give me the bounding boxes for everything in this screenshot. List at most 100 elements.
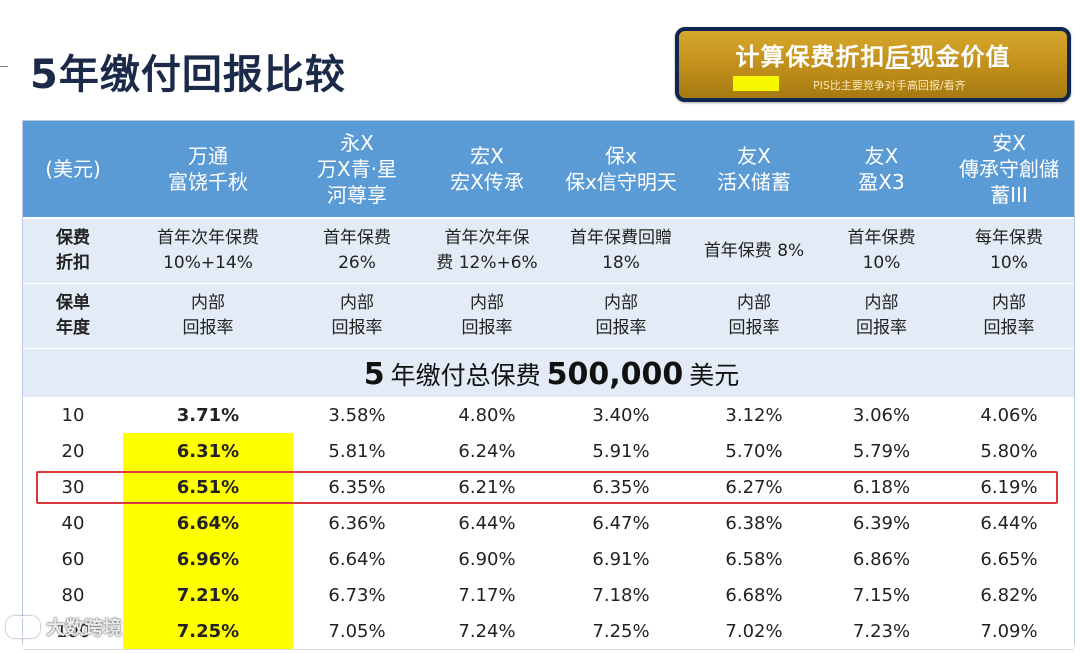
return-cell: 7.09%	[980, 620, 1038, 642]
return-cell: 3.58%	[328, 404, 386, 426]
column-header-line: 友X	[737, 144, 771, 168]
return-cell-highlighted: 6.51%	[123, 469, 293, 505]
return-cell: 7.02%	[725, 620, 783, 642]
table-row: 80 7.21% 6.73% 7.17% 7.18% 6.68% 7.15% 6.82%	[23, 577, 1074, 614]
table-row: 20 6.31% 5.81% 6.24% 5.91% 5.70% 5.79% 5.80%	[23, 433, 1074, 470]
policy-year-cell: 10	[61, 404, 85, 426]
column-header-line: 永X	[340, 131, 374, 155]
discount-cell-line: 每年保费	[975, 228, 1043, 248]
discount-cell: 首年保費回贈 18%	[553, 219, 689, 283]
discount-cell-line: 10%+14%	[163, 253, 253, 273]
policy-year-cell-line: 内部	[340, 293, 374, 313]
discount-row: 保费 折扣 首年次年保费 10%+14% 首年保费 26% 首年次年保费 12%+6% 首年保…	[23, 219, 1074, 284]
banner-title-part-c: 现金价值	[910, 43, 1011, 71]
table-row: 100 7.25% 7.05% 7.24% 7.25% 7.02% 7.23% 7.09%	[23, 613, 1074, 650]
banner-amount: 500,000	[546, 356, 684, 392]
column-header-line: (美元)	[45, 157, 101, 181]
discount-cell-line: 首年保费	[323, 228, 391, 248]
column-header-line: 宏X	[470, 144, 504, 168]
watermark-text: 大数跨境	[46, 617, 123, 639]
return-cell: 6.19%	[980, 476, 1038, 498]
discount-label: 保费 折扣	[23, 219, 123, 283]
column-header-line: 盈X3	[858, 170, 905, 194]
policy-year-label-line: 年度	[56, 318, 90, 338]
discount-cell: 首年次年保费 12%+6%	[421, 219, 553, 283]
return-cell: 6.39%	[852, 512, 911, 534]
policy-year-cell: 内部 回报率	[293, 284, 421, 348]
return-cell: 6.86%	[852, 548, 911, 570]
return-cell: 5.81%	[328, 440, 386, 462]
return-cell: 7.17%	[458, 584, 516, 606]
column-header-line: 保x	[605, 144, 637, 168]
policy-year-row: 保单 年度 内部 回报率 内部 回报率 内部 回报率 内部 回报率 内部 回报率 内部 回报率 内部 回报率	[23, 284, 1074, 349]
policy-year-cell: 内部 回报率	[689, 284, 819, 348]
discount-cell-line: 首年次年保费	[157, 228, 259, 248]
return-cell: 7.15%	[852, 584, 911, 606]
return-cell-highlighted: 3.71%	[176, 404, 240, 426]
discount-cell: 首年保费 26%	[293, 219, 421, 283]
policy-year-cell-line: 内部	[604, 293, 638, 313]
discount-cell: 首年保费 8%	[689, 219, 819, 283]
return-cell: 7.23%	[852, 620, 911, 642]
column-header-line: 活X储蓄	[717, 170, 791, 194]
return-cell-highlighted: 7.25%	[123, 613, 293, 649]
return-cell: 6.24%	[458, 440, 516, 462]
policy-year-cell-line: 回报率	[461, 318, 513, 338]
policy-year-cell-line: 内部	[737, 293, 771, 313]
policy-year-cell: 100	[55, 620, 91, 642]
column-header-2: 永X 万X青·星 河尊享	[293, 121, 421, 217]
banner-text-1: 年缴付总保费	[390, 361, 541, 390]
policy-year-cell-line: 内部	[191, 293, 225, 313]
return-cell: 7.18%	[592, 584, 650, 606]
discount-cell: 首年次年保费 10%+14%	[123, 219, 293, 283]
discount-cell-line: 首年保费 8%	[703, 240, 805, 261]
total-premium-banner: 5 年缴付总保费 500,000 美元	[23, 349, 1074, 399]
policy-year-cell-line: 内部	[864, 293, 899, 313]
policy-year-cell: 内部 回报率	[123, 284, 293, 348]
policy-year-cell-line: 回报率	[595, 318, 647, 338]
return-cell: 6.35%	[592, 476, 650, 498]
column-header-4: 保x 保x信守明天	[553, 121, 689, 217]
discount-cell-line: 首年次年保	[444, 228, 530, 248]
column-header-line: 万X青·星	[316, 157, 398, 181]
return-cell: 6.38%	[725, 512, 783, 534]
policy-year-cell: 80	[61, 584, 85, 606]
discount-cell-line: 费 12%+6%	[436, 253, 538, 273]
policy-year-cell-line: 内部	[992, 293, 1026, 313]
policy-year-cell-line: 内部	[470, 293, 504, 313]
discount-cell-line: 首年保费	[847, 228, 916, 248]
policy-year-cell: 30	[61, 476, 85, 498]
policy-year-cell-line: 回报率	[331, 318, 383, 338]
table-row: 10 3.71% 3.58% 4.80% 3.40% 3.12% 3.06% 4.06%	[23, 397, 1074, 434]
column-header-line: 傳承守創儲	[959, 157, 1059, 181]
return-cell: 3.12%	[725, 404, 783, 426]
banner-note: PIS比主要竞争对手高回报/看齐	[813, 79, 966, 92]
banner-text-2: 美元	[689, 361, 740, 390]
column-header-line: 富饶千秋	[168, 170, 248, 194]
column-header-line: 友X	[864, 144, 899, 168]
column-header-line: 安X	[992, 131, 1026, 155]
discount-cell: 首年保费 10%	[819, 219, 944, 283]
policy-year-cell-line: 回报率	[728, 318, 780, 338]
highlight-legend-swatch	[733, 76, 779, 91]
column-header-7: 安X 傳承守創儲 蓄III	[944, 121, 1074, 217]
year-30-highlight-box	[36, 471, 1058, 504]
page-title: 5年缴付回报比较	[30, 52, 346, 98]
policy-year-cell: 20	[61, 440, 85, 462]
column-header-1: 万通 富饶千秋	[123, 121, 293, 217]
return-cell: 3.40%	[592, 404, 650, 426]
return-cell: 6.18%	[852, 476, 911, 498]
return-cell: 6.47%	[592, 512, 650, 534]
discount-cell-line: 18%	[602, 253, 640, 273]
policy-year-cell: 40	[61, 512, 85, 534]
return-cell-highlighted: 6.96%	[123, 541, 293, 577]
discount-label-line: 折扣	[56, 253, 90, 273]
policy-year-label-line: 保单	[56, 293, 90, 313]
return-cell: 6.27%	[725, 476, 783, 498]
discount-cell-line: 26%	[338, 253, 376, 273]
watermark-logo-icon	[6, 615, 40, 638]
discount-cell: 每年保费 10%	[944, 219, 1074, 283]
return-cell: 6.21%	[458, 476, 516, 498]
policy-year-cell: 60	[61, 548, 85, 570]
table-row: 30 6.51% 6.35% 6.21% 6.35% 6.27% 6.18% 6.19%	[23, 469, 1074, 506]
